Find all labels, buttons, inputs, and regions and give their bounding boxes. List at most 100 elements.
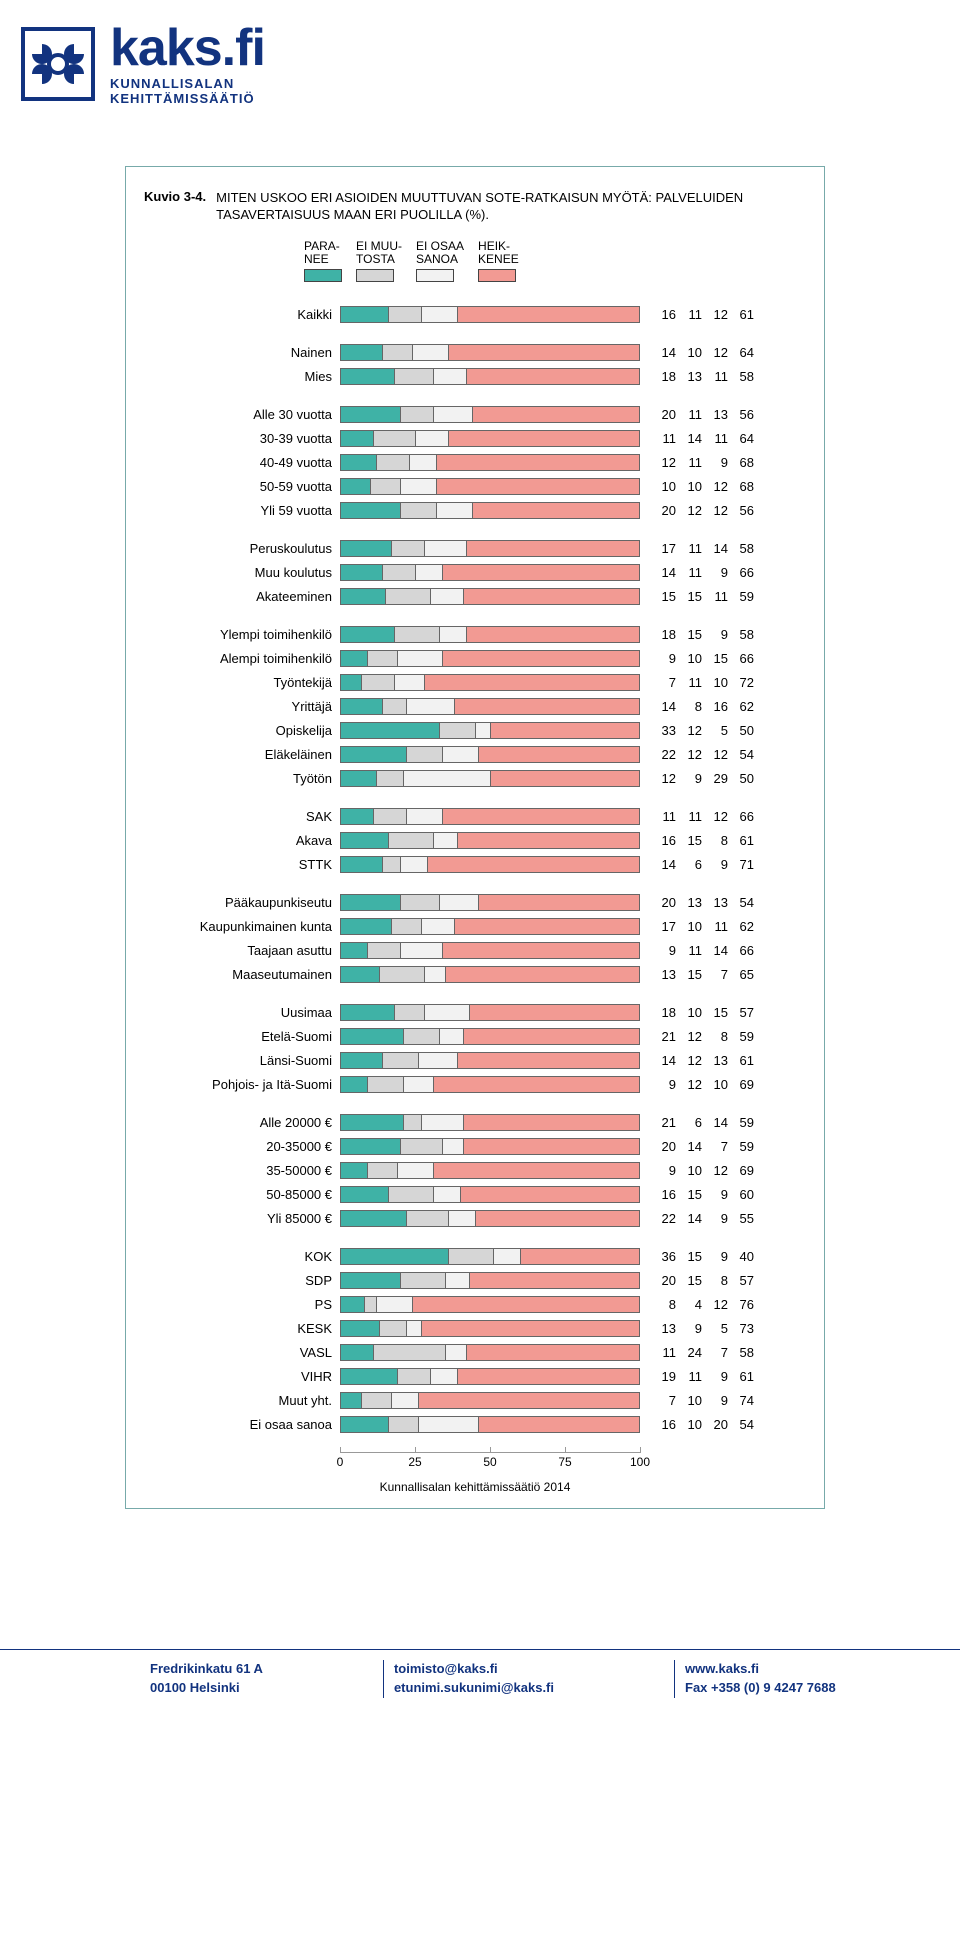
chart-row: Työtön 1292950: [144, 768, 806, 788]
row-values: 3312550: [650, 723, 754, 738]
bar-segment: [376, 1296, 412, 1313]
chart-row: Länsi-Suomi14121361: [144, 1050, 806, 1070]
legend-item: EI MUU- TOSTA: [356, 240, 402, 282]
bar-track: [340, 698, 640, 715]
chart-row: PS841276: [144, 1294, 806, 1314]
row-label: Työtön: [144, 771, 340, 786]
bar-segment: [340, 1186, 388, 1203]
bar-segment: [436, 502, 472, 519]
legend-label: HEIK- KENEE: [478, 240, 519, 266]
chart-row: STTK146971: [144, 854, 806, 874]
bar-segment: [373, 808, 406, 825]
bar-segment: [394, 674, 424, 691]
value-cell: 11: [676, 565, 702, 580]
value-cell: 12: [702, 503, 728, 518]
bar-segment: [421, 1114, 463, 1131]
bar-track: [340, 1186, 640, 1203]
value-cell: 59: [728, 1115, 754, 1130]
chart-row: Työntekijä7111072: [144, 672, 806, 692]
axis-tick-label: 50: [483, 1455, 496, 1469]
row-values: 3615940: [650, 1249, 754, 1264]
value-cell: 16: [650, 833, 676, 848]
value-cell: 12: [650, 455, 676, 470]
value-cell: 9: [676, 1321, 702, 1336]
bar-segment: [340, 746, 406, 763]
value-cell: 24: [676, 1345, 702, 1360]
bar-segment: [367, 650, 397, 667]
value-cell: 9: [702, 627, 728, 642]
row-values: 1911961: [650, 1369, 754, 1384]
value-cell: 62: [728, 919, 754, 934]
value-cell: 54: [728, 747, 754, 762]
bar-segment: [400, 894, 439, 911]
value-cell: 36: [650, 1249, 676, 1264]
value-cell: 8: [702, 833, 728, 848]
value-cell: 11: [676, 541, 702, 556]
value-cell: 15: [676, 1273, 702, 1288]
value-cell: 55: [728, 1211, 754, 1226]
axis-tick: [415, 1447, 416, 1453]
bar-track: [340, 1272, 640, 1289]
value-cell: 74: [728, 1393, 754, 1408]
chart-row: Opiskelija3312550: [144, 720, 806, 740]
row-label: Ei osaa sanoa: [144, 1417, 340, 1432]
row-values: 146971: [650, 857, 754, 872]
value-cell: 5: [702, 1321, 728, 1336]
chart-row: 35-50000 €9101269: [144, 1160, 806, 1180]
bar-track: [340, 588, 640, 605]
value-cell: 9: [702, 1187, 728, 1202]
footer-web-l2: Fax +358 (0) 9 4247 7688: [685, 1680, 836, 1695]
value-cell: 9: [650, 1077, 676, 1092]
logo-subtitle-1: KUNNALLISALAN: [110, 77, 265, 90]
bar-segment: [340, 626, 394, 643]
bar-segment: [433, 368, 466, 385]
bar-segment: [382, 698, 406, 715]
bar-segment: [445, 1272, 469, 1289]
value-cell: 11: [650, 809, 676, 824]
bar-segment: [430, 1368, 457, 1385]
bar-track: [340, 918, 640, 935]
value-cell: 13: [702, 1053, 728, 1068]
axis-tick-label: 75: [558, 1455, 571, 1469]
value-cell: 15: [676, 967, 702, 982]
bar-segment: [340, 650, 367, 667]
value-cell: 59: [728, 589, 754, 604]
bar-track: [340, 502, 640, 519]
bar-segment: [472, 406, 640, 423]
bar-segment: [400, 942, 442, 959]
row-label: VASL: [144, 1345, 340, 1360]
value-cell: 15: [702, 1005, 728, 1020]
bar-track: [340, 406, 640, 423]
value-cell: 11: [702, 431, 728, 446]
chart-row: Pääkaupunkiseutu20131354: [144, 892, 806, 912]
bar-segment: [379, 966, 424, 983]
value-cell: 5: [702, 723, 728, 738]
row-values: 1615861: [650, 833, 754, 848]
bar-segment: [424, 1004, 469, 1021]
row-label: Länsi-Suomi: [144, 1053, 340, 1068]
row-label: Nainen: [144, 345, 340, 360]
value-cell: 20: [702, 1417, 728, 1432]
chart-row: Akateeminen15151159: [144, 586, 806, 606]
bar-track: [340, 1004, 640, 1021]
bar-track: [340, 650, 640, 667]
chart-row: Pohjois- ja Itä-Suomi9121069: [144, 1074, 806, 1094]
bar-segment: [421, 918, 454, 935]
bar-segment: [400, 856, 427, 873]
row-values: 1292950: [650, 771, 754, 786]
bar-segment: [448, 344, 640, 361]
bar-track: [340, 674, 640, 691]
row-values: 10101268: [650, 479, 754, 494]
value-cell: 10: [676, 479, 702, 494]
value-cell: 14: [702, 943, 728, 958]
bar-segment: [442, 1138, 463, 1155]
chart-row: Mies18131158: [144, 366, 806, 386]
bar-segment: [406, 698, 454, 715]
chart-row: Taajaan asuttu9111466: [144, 940, 806, 960]
chart-row: Eläkeläinen22121254: [144, 744, 806, 764]
axis-tick-label: 0: [337, 1455, 344, 1469]
row-label: KESK: [144, 1321, 340, 1336]
bar-segment: [382, 564, 415, 581]
value-cell: 10: [676, 345, 702, 360]
bar-track: [340, 1296, 640, 1313]
